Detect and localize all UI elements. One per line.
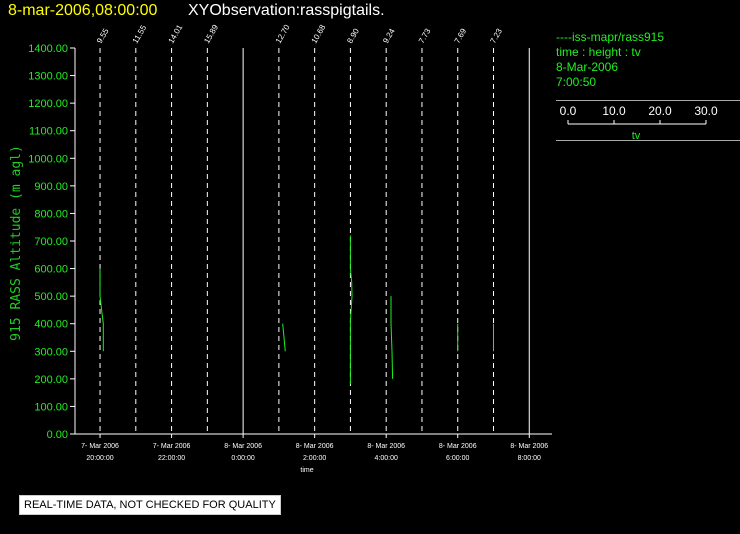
profile-series [390, 296, 394, 379]
y-tick-label: 1300.00 [28, 71, 68, 83]
y-tick-label: 1100.00 [29, 126, 68, 138]
legend-rule-top [556, 100, 740, 101]
x-tick-date: 8- Mar 2006 [510, 443, 548, 450]
x-tick-time: 22:00:00 [158, 455, 185, 462]
profile-series [349, 235, 353, 385]
x-tick-time: 6:00:00 [446, 455, 469, 462]
y-tick-label: 200.00 [34, 374, 68, 386]
profile-label: 11.55 [131, 24, 149, 45]
profile-label: 10.68 [310, 24, 328, 45]
legend-time: 7:00:50 [556, 75, 597, 89]
chart: 7- Mar 2006 20:00:00 7- Mar 2006 22:00:00 8-… [9, 24, 552, 474]
profile-label: 7.69 [453, 27, 469, 45]
x-tick-date: 8- Mar 2006 [439, 443, 477, 450]
x-tick-time: 4:00:00 [375, 455, 398, 462]
x-axis-label: time [300, 467, 313, 474]
y-tick-label: 500.00 [34, 291, 68, 303]
legend-scale-tick-label: 20.0 [648, 104, 672, 118]
y-tick-label: 100.00 [34, 401, 68, 413]
y-tick-label: 400.00 [34, 319, 68, 331]
legend-scale-label: tv [632, 130, 641, 141]
profile-series [282, 323, 286, 352]
profile-label: 15.89 [202, 24, 220, 45]
profile-label: 9.55 [95, 27, 111, 45]
y-tick-label: 1200.00 [28, 98, 68, 110]
legend-scale-tick-label: 0.0 [560, 104, 577, 118]
profile-label: 9.24 [381, 27, 397, 45]
x-tick-date: 8- Mar 2006 [224, 443, 262, 450]
y-tick-label: 300.00 [34, 346, 68, 358]
x-tick-time: 20:00:00 [86, 455, 113, 462]
x-tick-time: 2:00:00 [303, 455, 326, 462]
title-date: 8-mar-2006,08:00:00 [8, 2, 158, 19]
profile-series [99, 268, 104, 352]
y-axis-label: 915 RASS Altitude (m agl) [9, 145, 24, 341]
title-observation: XYObservation:rasspigtails. [188, 2, 385, 19]
legend-scale: 0.0 10.0 20.0 30.0 tv [560, 104, 718, 141]
x-tick-time: 8:00:00 [518, 455, 541, 462]
y-tick-label: 1400.00 [28, 43, 68, 55]
y-tick-label: 800.00 [34, 208, 68, 220]
legend-scale-tick-label: 10.0 [602, 104, 626, 118]
profile-label: 12.70 [274, 24, 292, 45]
y-tick-label: 600.00 [34, 264, 68, 276]
legend-vars: time : height : tv [556, 45, 641, 59]
profile-label: 14.01 [167, 24, 185, 45]
legend-rule-bottom [556, 140, 740, 141]
x-tick-date: 8- Mar 2006 [296, 443, 334, 450]
profile-label: 7.23 [488, 27, 504, 45]
profile-label: 8.90 [345, 27, 361, 45]
x-tick-date: 8- Mar 2006 [367, 443, 405, 450]
y-tick-label: 0.00 [47, 429, 68, 441]
legend-series: ----iss-mapr/rass915 [556, 30, 665, 44]
legend-date: 8-Mar-2006 [556, 60, 619, 74]
quality-note: REAL-TIME DATA, NOT CHECKED FOR QUALITY [19, 495, 281, 515]
legend: ----iss-mapr/rass915 time : height : tv … [556, 30, 740, 90]
profile-label: 7.73 [417, 27, 433, 45]
x-tick-time: 0:00:00 [231, 455, 254, 462]
y-tick-label: 700.00 [34, 236, 68, 248]
y-tick-label: 1000.00 [28, 153, 68, 165]
y-tick-label: 900.00 [34, 181, 68, 193]
x-tick-date: 7- Mar 2006 [153, 443, 191, 450]
x-tick-date: 7- Mar 2006 [81, 443, 119, 450]
legend-scale-tick-label: 30.0 [694, 104, 718, 118]
